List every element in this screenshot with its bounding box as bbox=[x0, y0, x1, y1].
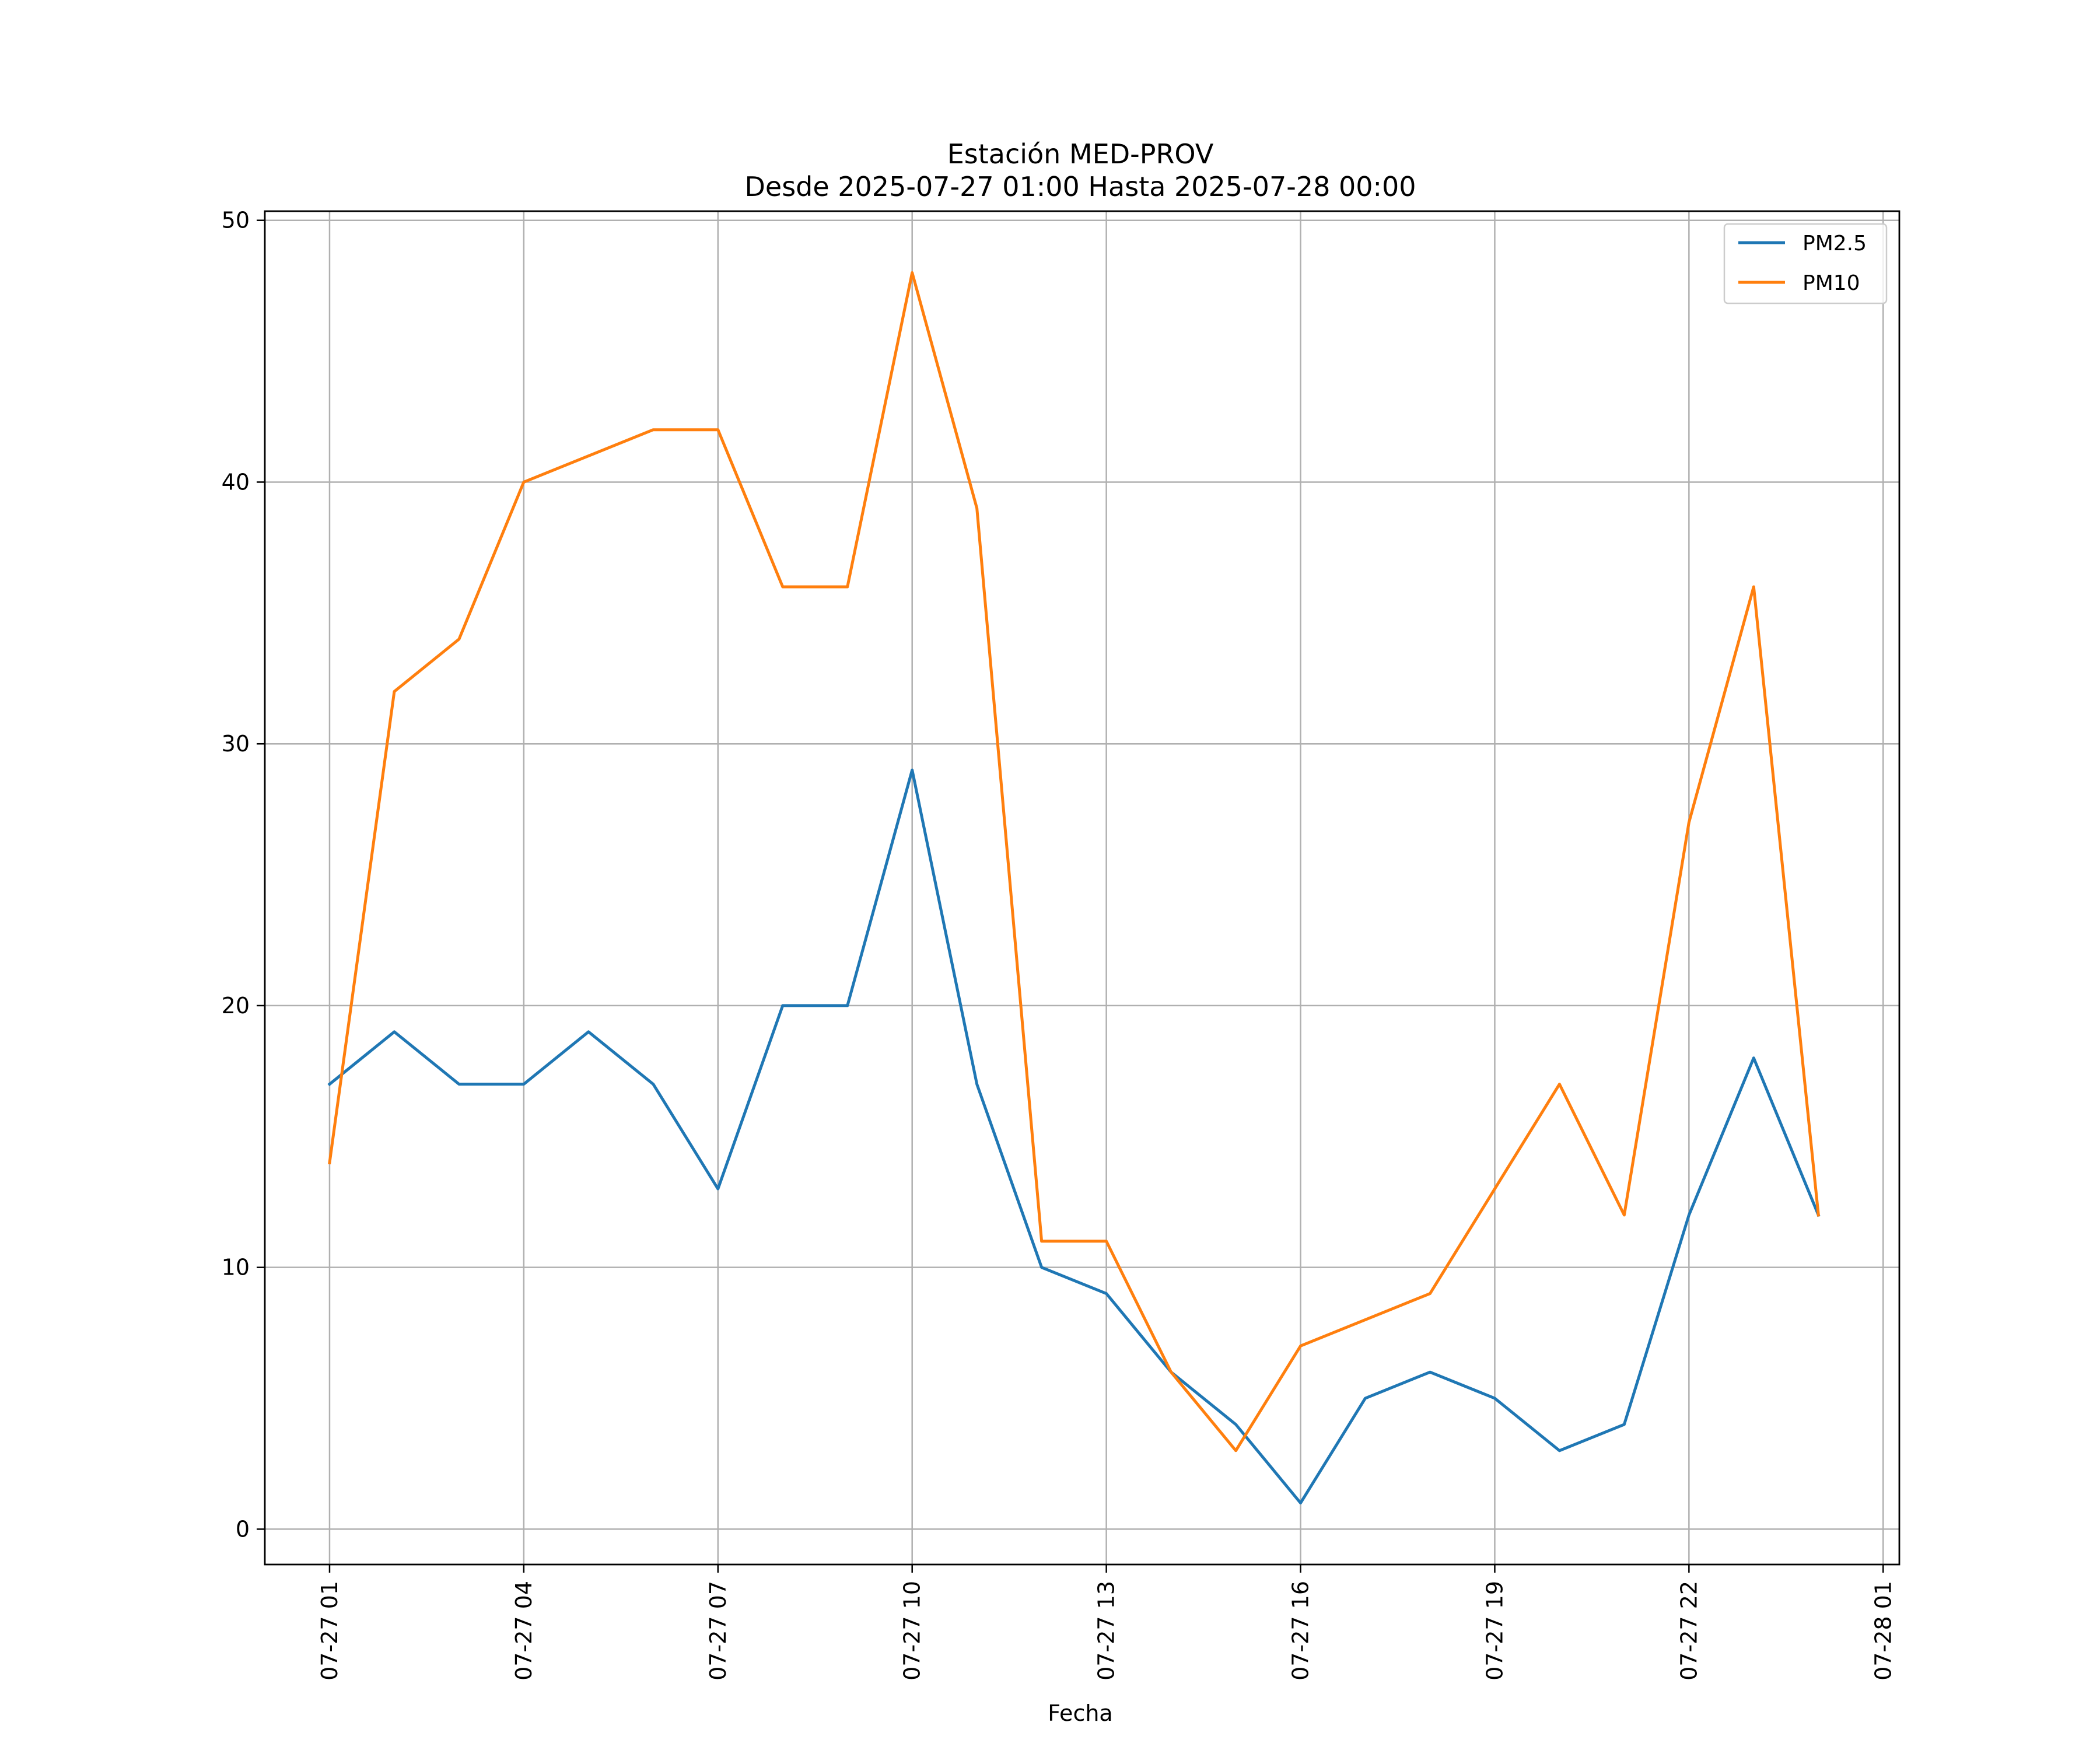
axis-ticks: 07-27 01 07-27 04 07-27 07 07-27 10 07-27 13… bbox=[222, 208, 1896, 1681]
x-tick-label: 07-27 22 bbox=[1676, 1581, 1702, 1681]
legend-label-pm25: PM2.5 bbox=[1803, 232, 1867, 256]
x-tick-label: 07-27 10 bbox=[900, 1581, 925, 1681]
grid-lines bbox=[265, 211, 1899, 1564]
series-lines bbox=[327, 271, 1821, 1505]
x-tick-label: 07-27 04 bbox=[511, 1581, 537, 1681]
x-tick-label: 07-28 01 bbox=[1870, 1581, 1896, 1681]
y-tick-label: 40 bbox=[222, 469, 250, 495]
x-axis-label: Fecha bbox=[1048, 1700, 1112, 1726]
x-tick-label: 07-27 07 bbox=[705, 1581, 731, 1681]
y-tick-label: 50 bbox=[222, 208, 250, 233]
y-tick-label: 0 bbox=[236, 1516, 250, 1542]
x-tick-label: 07-27 13 bbox=[1094, 1581, 1119, 1681]
x-tick-label: 07-27 19 bbox=[1482, 1581, 1507, 1681]
series-line-pm10 bbox=[328, 271, 1821, 1452]
legend-label-pm10: PM10 bbox=[1803, 271, 1860, 295]
y-tick-label: 30 bbox=[222, 731, 250, 757]
y-tick-label: 10 bbox=[222, 1255, 250, 1280]
chart-subtitle: Desde 2025-07-27 01:00 Hasta 2025-07-28 … bbox=[744, 171, 1416, 202]
chart-title: Estación MED-PROV bbox=[947, 138, 1214, 170]
y-tick-label: 20 bbox=[222, 993, 250, 1019]
x-tick-label: 07-27 16 bbox=[1288, 1581, 1314, 1681]
series-line-pm25 bbox=[327, 768, 1821, 1505]
x-tick-label: 07-27 01 bbox=[317, 1581, 342, 1681]
plot-frame bbox=[264, 210, 1901, 1566]
legend: PM2.5 PM10 bbox=[1723, 223, 1888, 304]
